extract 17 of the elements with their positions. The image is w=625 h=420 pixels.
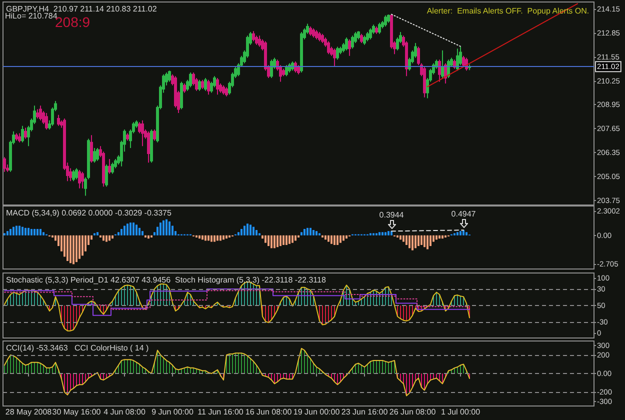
x-tick-label: 4 Jun 08:00 <box>104 408 146 416</box>
x-tick-label: 1 Jul 00:00 <box>440 408 481 416</box>
x-tick-label: 11 Jun 16:00 <box>198 408 244 416</box>
chart-title: CCI(14) -53.3463 CCI ColorHisto ( 14 ) <box>6 344 150 352</box>
x-tick-label: 9 Jun 00:00 <box>152 408 194 416</box>
data-label: 0.3944 <box>379 210 404 220</box>
data-label: 0.4947 <box>451 210 476 219</box>
x-tick-label: 26 Jun 08:00 <box>389 408 436 416</box>
x-tick-label: 30 May 16:00 <box>52 408 102 416</box>
x-tick-label: 16 Jun 08:00 <box>245 408 292 416</box>
chart-title: Stochastic (5,3,3) Period_D1 42.6307 43.9456 Stoch Histogram (5,3,3) -22.3118 -22.3118 <box>6 276 326 284</box>
chart-title: GBPJPY,H4 210.97 211.14 210.83 211.02 <box>6 4 158 14</box>
x-tick-label: 23 Jun 16:00 <box>341 408 388 416</box>
annotation: HiLo= 210.784 <box>5 12 58 20</box>
x-tick-label: 28 May 2008 <box>5 408 52 416</box>
chart-title: MACD (5,34,9) 0.0692 0.0000 -0.3029 -0.3375 <box>6 208 172 218</box>
x-tick-label: 19 Jun 00:00 <box>293 408 340 416</box>
